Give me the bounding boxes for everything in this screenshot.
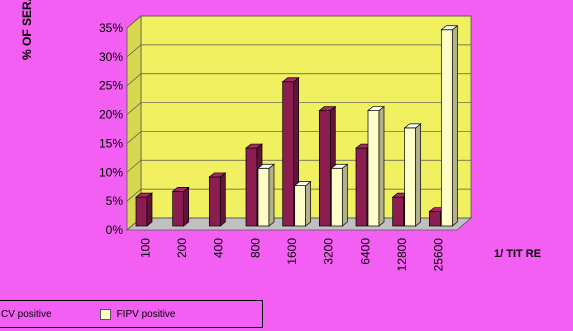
legend-item-fcv: CV positive — [1, 309, 52, 320]
bar-front — [135, 196, 148, 227]
bar-top — [440, 25, 459, 31]
gridline — [126, 73, 471, 86]
bar-front — [367, 110, 380, 227]
bar-fipv-25600 — [440, 25, 459, 227]
bar-front — [440, 29, 453, 227]
bar-side — [305, 180, 312, 227]
bars — [135, 25, 459, 227]
bar-top — [293, 181, 312, 186]
legend-item-fipv: FIPV positive — [99, 308, 176, 320]
y-tick-label: 5% — [106, 194, 124, 208]
bar-side — [341, 163, 348, 227]
gridline — [126, 15, 471, 29]
legend-label-fipv: FIPV positive — [116, 308, 176, 320]
x-tick-label: 100 — [138, 238, 152, 258]
x-tick-label: 12800 — [395, 238, 409, 272]
bar-top — [281, 77, 300, 83]
bar-front — [355, 147, 368, 227]
bar-top — [171, 187, 190, 192]
bar-fipv-800 — [257, 163, 275, 227]
bar-top — [208, 172, 227, 178]
bar-front — [318, 110, 331, 227]
gridline — [126, 102, 471, 115]
bar-side — [451, 25, 458, 227]
bar-side — [183, 186, 190, 227]
x-tick-label: 400 — [212, 238, 226, 258]
bar-fcv-200 — [171, 186, 190, 227]
bar-side — [415, 123, 422, 227]
bar-top — [318, 106, 337, 111]
bar-side — [268, 163, 275, 227]
bar-fipv-3200 — [330, 163, 349, 227]
bar-front — [172, 191, 185, 227]
y-axis-label: % OF SERA — [20, 0, 34, 60]
bar-front — [208, 176, 221, 227]
bar-side — [219, 172, 226, 227]
y-tick-label: 30% — [99, 50, 123, 64]
y-tick-label: 35% — [99, 21, 123, 35]
x-axis-label: 1/ TIT RE — [494, 248, 542, 260]
bar-fcv-400 — [208, 172, 227, 227]
bar-fcv-100 — [135, 192, 153, 227]
y-tick-label: 25% — [99, 79, 123, 93]
legend-swatch-fipv — [99, 308, 111, 320]
bar-front — [428, 211, 441, 227]
x-tick-label: 200 — [175, 238, 189, 258]
bar-top — [367, 106, 385, 111]
bar-top — [330, 163, 349, 169]
bar-top — [257, 163, 275, 169]
bar-side — [146, 192, 153, 227]
x-tick-label: 25600 — [432, 238, 446, 272]
bar-fipv-6400 — [367, 105, 385, 227]
gridline — [126, 44, 471, 58]
bar-front — [330, 167, 343, 227]
y-tick-label: 20% — [99, 108, 123, 122]
bar-front — [392, 196, 405, 227]
bar-top — [135, 192, 153, 198]
y-tick-label: 0% — [106, 223, 124, 237]
legend-label-fcv: CV positive — [1, 308, 52, 320]
bar-fipv-1600 — [293, 180, 312, 227]
tick-labels: 0% 5% 10% 15% 20% 25% 30% 35% 100 200 400 800 1600 32… — [99, 21, 446, 271]
bar-front — [404, 127, 417, 227]
x-tick-label: 800 — [248, 238, 262, 258]
gridline — [126, 131, 471, 144]
bar-side — [378, 105, 385, 227]
bar-top — [403, 123, 422, 129]
bar-front — [294, 185, 307, 227]
x-tick-label: 1600 — [285, 238, 299, 265]
y-tick-label: 15% — [99, 136, 123, 150]
bar-front — [257, 167, 270, 227]
bar-top — [245, 143, 263, 149]
x-tick-label: 6400 — [358, 238, 372, 265]
bar-fipv-12800 — [403, 123, 422, 227]
bar-front — [282, 81, 295, 227]
bar-front — [245, 147, 258, 227]
x-tick-label: 3200 — [322, 238, 336, 265]
legend: CV positive FIPV positive — [0, 300, 263, 328]
y-tick-label: 10% — [99, 165, 123, 179]
